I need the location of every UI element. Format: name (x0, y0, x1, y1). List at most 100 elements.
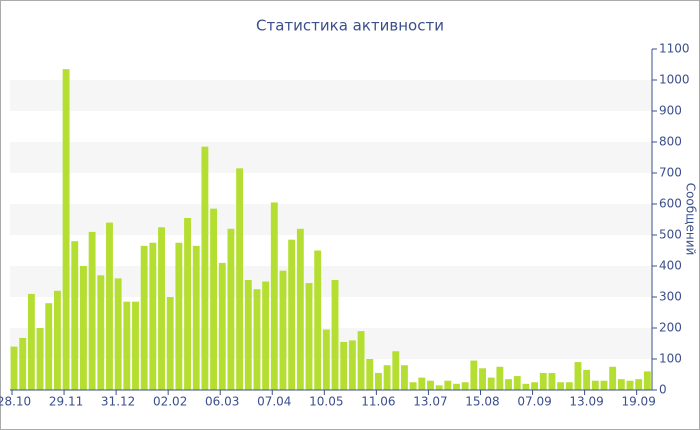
y-tick-label: 600 (659, 197, 682, 211)
y-tick-label: 100 (659, 352, 682, 366)
bar (374, 372, 382, 390)
bar (435, 385, 443, 390)
bar (643, 371, 651, 390)
bar (453, 383, 460, 390)
bar (513, 376, 521, 390)
bar (635, 379, 643, 390)
bar (210, 208, 218, 390)
bar (114, 278, 122, 390)
x-tick-label: 19.09 (621, 395, 655, 409)
bar (305, 283, 313, 390)
bar (53, 290, 61, 390)
bar (531, 382, 539, 390)
bar (418, 377, 426, 390)
x-tick-label: 29.11 (49, 395, 83, 409)
bar (461, 382, 469, 390)
bar (409, 382, 417, 390)
bar (218, 262, 226, 390)
bar (175, 242, 183, 390)
bar (88, 231, 96, 390)
y-tick-label: 300 (659, 290, 682, 304)
bar (626, 380, 634, 390)
bar (62, 69, 70, 391)
y-tick-label: 1100 (659, 42, 690, 56)
bar (36, 328, 44, 390)
bar (401, 365, 408, 390)
y-tick-label: 0 (659, 383, 667, 397)
y-axis-label: Сообщений (684, 183, 698, 256)
bar (557, 382, 565, 390)
bar (505, 379, 512, 390)
bar (106, 222, 113, 390)
bar (617, 379, 625, 390)
bar (149, 242, 157, 390)
bar (427, 380, 434, 390)
y-tick-label: 1000 (659, 73, 690, 87)
bar (600, 380, 608, 390)
bar (19, 337, 27, 390)
x-tick-label: 06.03 (205, 395, 239, 409)
bar (609, 366, 617, 390)
x-tick-label: 13.07 (413, 395, 447, 409)
bar (383, 365, 391, 390)
y-tick-label: 500 (659, 228, 682, 242)
bar (366, 359, 374, 390)
y-tick-label: 800 (659, 135, 682, 149)
x-tick-label: 07.04 (257, 395, 291, 409)
bar (479, 368, 486, 390)
bar (522, 383, 530, 390)
bar (340, 341, 348, 390)
bar (583, 369, 591, 390)
x-tick-label: 07.09 (517, 395, 551, 409)
bar (253, 289, 261, 390)
y-tick-label: 700 (659, 166, 682, 180)
bar (71, 241, 79, 390)
bar (244, 279, 252, 390)
bar (270, 202, 278, 390)
bar (45, 303, 53, 390)
bar (470, 360, 478, 390)
y-tick-label: 900 (659, 104, 682, 118)
bar (192, 245, 200, 390)
x-tick-label: 31.12 (101, 395, 135, 409)
bar (140, 245, 148, 390)
bar (166, 297, 174, 390)
y-tick-label: 400 (659, 259, 682, 273)
bar (322, 329, 330, 390)
bar (184, 217, 191, 390)
bar (548, 372, 556, 390)
bar (574, 362, 582, 390)
bar (444, 380, 452, 390)
bar (132, 301, 139, 390)
bar (158, 227, 165, 390)
bar (348, 340, 356, 390)
bar (565, 382, 573, 390)
bar (487, 377, 495, 390)
grid-band (10, 142, 652, 173)
x-tick-label: 10.05 (309, 395, 343, 409)
bar (279, 270, 287, 390)
y-tick-label: 200 (659, 321, 682, 335)
bar (392, 351, 400, 390)
bar (496, 366, 504, 390)
bar (10, 346, 18, 390)
grid-band (10, 80, 652, 111)
grid-band (10, 204, 652, 235)
x-tick-label: 15.08 (465, 395, 499, 409)
bar (262, 281, 270, 390)
bar (314, 250, 322, 390)
bar (97, 275, 105, 390)
bar (123, 301, 131, 390)
bar (236, 168, 244, 390)
bar (227, 228, 235, 390)
x-tick-label: 28.10 (0, 395, 31, 409)
bar (201, 146, 209, 390)
bar (331, 279, 339, 390)
x-tick-label: 13.09 (569, 395, 603, 409)
bar (288, 239, 296, 390)
bar (539, 372, 547, 390)
bar (357, 331, 365, 390)
bar (80, 266, 87, 390)
chart-title: Статистика активности (256, 17, 444, 35)
